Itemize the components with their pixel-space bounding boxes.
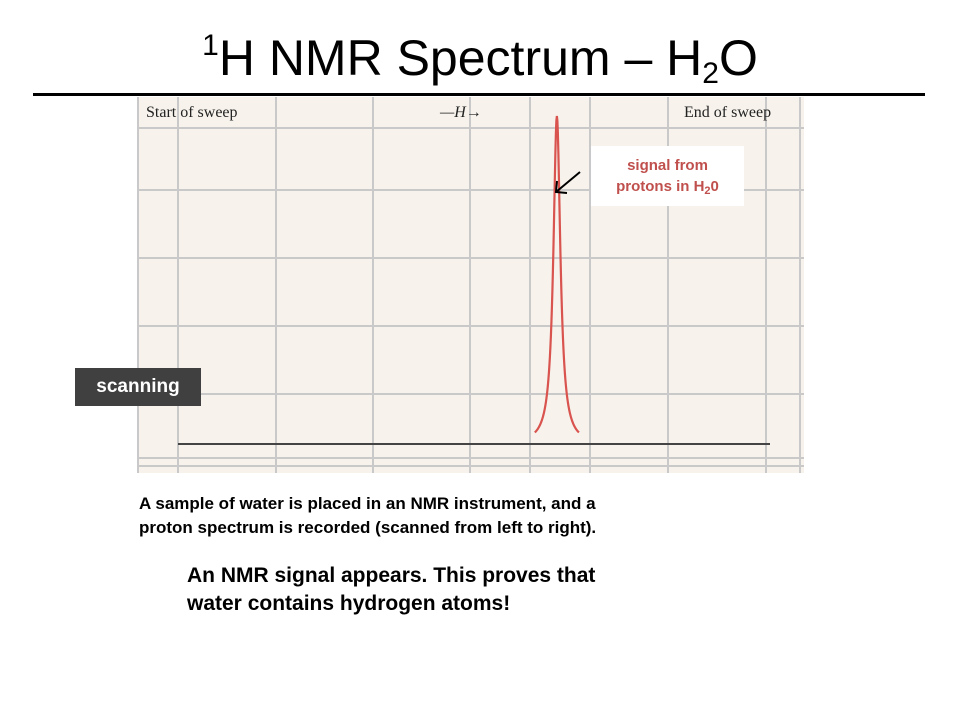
title-divider (33, 93, 925, 96)
chart-caption: A sample of water is placed in an NMR in… (139, 492, 839, 540)
header-start-of-sweep: Start of sweep (146, 104, 238, 121)
conclusion-line2: water contains hydrogen atoms! (187, 592, 511, 615)
signal-callout-line2: protons in H20 (616, 178, 719, 197)
title-superscript: 1 (202, 29, 219, 62)
title-end: O (718, 30, 758, 86)
page-title: 1H NMR Spectrum – H2O (0, 16, 960, 104)
signal-arrow (554, 171, 581, 194)
caption-line1: A sample of water is placed in an NMR in… (139, 494, 596, 513)
header-end-of-sweep: End of sweep (684, 104, 771, 121)
caption-line2: proton spectrum is recorded (scanned fro… (139, 518, 597, 537)
header-h-arrow: —H→ (439, 104, 482, 121)
title-main: H NMR Spectrum – H (218, 30, 703, 86)
spectrum-peak (534, 115, 580, 434)
signal-callout-line1: signal from (627, 157, 708, 174)
scanning-badge: scanning (75, 368, 201, 406)
conclusion-text: An NMR signal appears. This proves that … (187, 562, 807, 618)
title-subscript: 2 (702, 57, 719, 90)
conclusion-line1: An NMR signal appears. This proves that (187, 564, 596, 587)
signal-callout: signal from protons in H20 (591, 146, 744, 206)
